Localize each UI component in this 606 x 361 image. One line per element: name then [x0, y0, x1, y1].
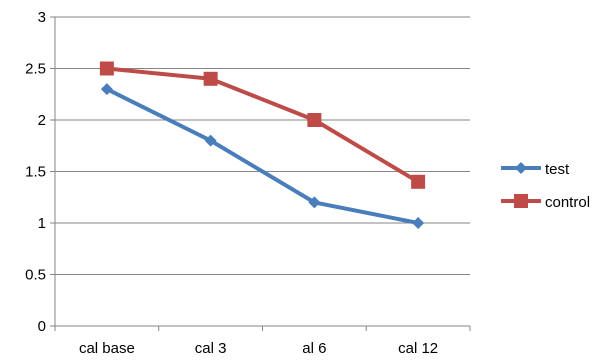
- series-line-test: [104, 87, 421, 225]
- x-tick-label: cal 12: [398, 340, 438, 357]
- series: [99, 61, 426, 229]
- x-tick-label: cal base: [79, 340, 135, 357]
- series-test: [100, 83, 425, 229]
- data-point-test: [100, 83, 113, 96]
- legend-marker: [514, 194, 528, 208]
- y-tick-label: 2: [38, 112, 46, 129]
- y-tick-label: 0: [38, 318, 46, 335]
- data-point-test: [412, 217, 425, 229]
- series-line-control: [104, 66, 421, 184]
- x-tick-label: cal 3: [195, 340, 227, 357]
- legend-label: control: [545, 194, 590, 211]
- x-tick-labels: cal base cal 3 al 6 cal 12: [79, 340, 438, 357]
- y-tick-label: 1: [38, 215, 46, 232]
- series-control: [99, 61, 426, 189]
- data-point-control: [411, 174, 426, 189]
- legend: test control: [501, 161, 590, 211]
- gridlines: [55, 16, 470, 275]
- axes: [50, 16, 471, 331]
- x-tick-label: al 6: [302, 340, 326, 357]
- y-tick-label: 0.5: [25, 267, 46, 284]
- data-point-test: [308, 196, 321, 209]
- y-tick-label: 3: [38, 9, 46, 26]
- legend-marker: [515, 162, 527, 174]
- legend-label: test: [545, 161, 570, 178]
- data-point-control: [203, 71, 218, 86]
- legend-item-control: control: [501, 194, 590, 211]
- legend-item-test: test: [501, 161, 570, 178]
- data-point-test: [204, 134, 217, 147]
- y-tick-label: 1.5: [25, 164, 46, 181]
- y-tick-labels: 0 0.5 1 1.5 2 2.5 3: [25, 9, 46, 335]
- y-tick-label: 2.5: [25, 61, 46, 78]
- data-point-control: [99, 61, 114, 76]
- data-point-control: [307, 113, 322, 127]
